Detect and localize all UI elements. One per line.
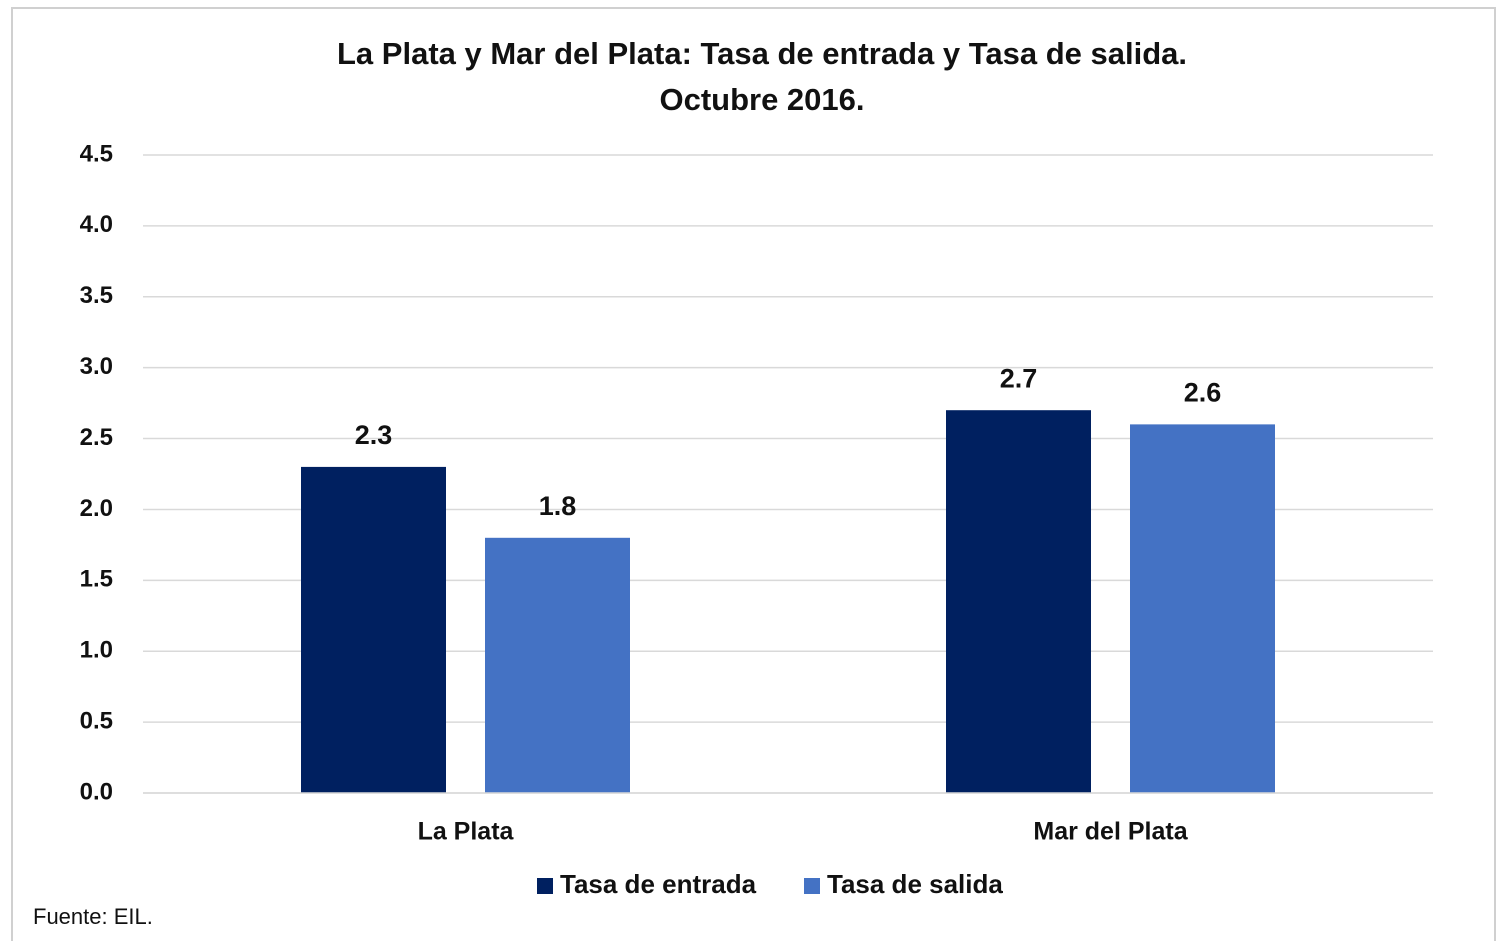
legend-label: Tasa de entrada [560,869,757,899]
value-label: 2.6 [1184,378,1222,408]
x-tick-label: Mar del Plata [1033,818,1188,846]
y-tick-label: 1.0 [80,637,113,664]
y-tick-label: 3.0 [80,353,113,380]
chart-title: La Plata y Mar del Plata: Tasa de entrad… [337,36,1187,71]
y-tick-label: 0.5 [80,707,113,734]
bar [946,410,1091,793]
value-label: 2.3 [355,420,393,450]
bar [1130,424,1275,793]
y-tick-label: 1.5 [80,566,113,593]
y-tick-label: 2.5 [80,424,113,451]
chart-title: Octubre 2016. [659,82,864,117]
bar [301,466,446,793]
legend-swatch [804,878,820,894]
y-tick-label: 4.0 [80,211,113,238]
bar [485,537,630,793]
value-label: 2.7 [1000,363,1038,393]
y-tick-label: 0.0 [80,778,113,805]
source-note: Fuente: EIL. [33,904,153,929]
y-tick-label: 3.5 [80,282,113,309]
chart-border [11,7,1496,941]
value-label: 1.8 [539,491,577,521]
legend-swatch [537,878,553,894]
x-tick-label: La Plata [418,818,515,846]
y-tick-label: 2.0 [80,495,113,522]
y-tick-label: 4.5 [80,140,113,167]
legend-label: Tasa de salida [827,869,1003,899]
